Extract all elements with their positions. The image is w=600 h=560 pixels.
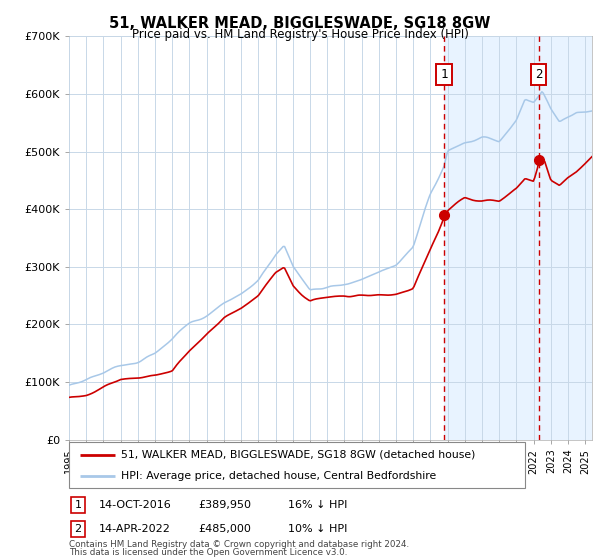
FancyBboxPatch shape bbox=[69, 442, 525, 488]
Text: 2: 2 bbox=[74, 524, 82, 534]
Text: 10% ↓ HPI: 10% ↓ HPI bbox=[288, 524, 347, 534]
Text: 2: 2 bbox=[535, 68, 542, 81]
Text: 1: 1 bbox=[440, 68, 448, 81]
Text: 51, WALKER MEAD, BIGGLESWADE, SG18 8GW: 51, WALKER MEAD, BIGGLESWADE, SG18 8GW bbox=[109, 16, 491, 31]
Text: £485,000: £485,000 bbox=[198, 524, 251, 534]
Text: £389,950: £389,950 bbox=[198, 500, 251, 510]
Text: 14-APR-2022: 14-APR-2022 bbox=[99, 524, 171, 534]
Text: This data is licensed under the Open Government Licence v3.0.: This data is licensed under the Open Gov… bbox=[69, 548, 347, 557]
Bar bbox=[444, 36, 600, 440]
Text: Contains HM Land Registry data © Crown copyright and database right 2024.: Contains HM Land Registry data © Crown c… bbox=[69, 540, 409, 549]
Text: Price paid vs. HM Land Registry's House Price Index (HPI): Price paid vs. HM Land Registry's House … bbox=[131, 28, 469, 41]
Text: 51, WALKER MEAD, BIGGLESWADE, SG18 8GW (detached house): 51, WALKER MEAD, BIGGLESWADE, SG18 8GW (… bbox=[121, 450, 476, 460]
Text: 16% ↓ HPI: 16% ↓ HPI bbox=[288, 500, 347, 510]
Text: HPI: Average price, detached house, Central Bedfordshire: HPI: Average price, detached house, Cent… bbox=[121, 471, 437, 481]
Text: 1: 1 bbox=[74, 500, 82, 510]
Text: 14-OCT-2016: 14-OCT-2016 bbox=[99, 500, 172, 510]
